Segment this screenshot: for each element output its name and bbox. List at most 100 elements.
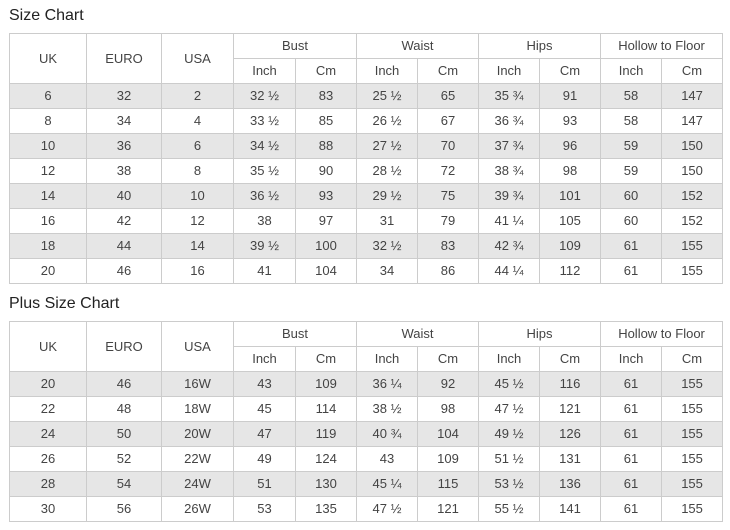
table-cell: 51 ½	[478, 446, 541, 472]
group-header-hips: Hips	[478, 33, 602, 59]
table-cell: 26	[9, 446, 87, 472]
table-cell: 24	[9, 421, 87, 447]
table-cell: 47 ½	[356, 496, 419, 522]
group-header-waist: Waist	[356, 321, 480, 347]
table-cell: 92	[417, 371, 480, 397]
table-cell: 35 ½	[233, 158, 296, 184]
subheader-hollow-to-floor-inch: Inch	[600, 346, 663, 372]
column-header-uk: UK	[9, 33, 87, 84]
table-cell: 98	[417, 396, 480, 422]
table-row: 16 42 12 38 97 31 79 41 ¼ 105 60 152	[9, 208, 724, 234]
group-header-hips: Hips	[478, 321, 602, 347]
table-cell: 53 ½	[478, 471, 541, 497]
table-cell: 38 ¾	[478, 158, 541, 184]
table-cell: 67	[417, 108, 480, 134]
table-cell: 58	[600, 83, 663, 109]
table-cell: 93	[294, 183, 358, 209]
table-cell: 32 ½	[233, 83, 296, 109]
table-cell: 4	[161, 108, 234, 134]
table-cell: 115	[417, 471, 480, 497]
table-cell: 20	[9, 371, 87, 397]
table-cell: 55 ½	[478, 496, 541, 522]
group-header-hollow-to-floor: Hollow to Floor	[600, 33, 724, 59]
table-cell: 152	[661, 208, 724, 234]
table-cell: 28 ½	[356, 158, 419, 184]
subheader-waist-inch: Inch	[356, 346, 419, 372]
table-cell: 14	[9, 183, 87, 209]
table-cell: 18	[9, 233, 87, 259]
table-cell: 34	[86, 108, 162, 134]
table-row: 30 56 26W 53 135 47 ½ 121 55 ½ 141 61 155	[9, 496, 724, 522]
group-header-waist: Waist	[356, 33, 480, 59]
table-cell: 105	[539, 208, 602, 234]
table-cell: 34 ½	[233, 133, 296, 159]
table-cell: 79	[417, 208, 480, 234]
table-cell: 45 ½	[478, 371, 541, 397]
table-row: 22 48 18W 45 114 38 ½ 98 47 ½ 121 61 155	[9, 396, 724, 422]
table-cell: 27 ½	[356, 133, 419, 159]
table-cell: 51	[233, 471, 296, 497]
table-cell: 155	[661, 396, 724, 422]
table-cell: 32	[86, 83, 162, 109]
table-cell: 49	[233, 446, 296, 472]
table-cell: 42 ¾	[478, 233, 541, 259]
table-cell: 104	[294, 258, 358, 284]
table-cell: 60	[600, 208, 663, 234]
table-cell: 47	[233, 421, 296, 447]
table-cell: 45 ¼	[356, 471, 419, 497]
table-cell: 61	[600, 446, 663, 472]
table-cell: 10	[9, 133, 87, 159]
table-cell: 136	[539, 471, 602, 497]
table-cell: 104	[417, 421, 480, 447]
subheader-waist-cm: Cm	[417, 346, 480, 372]
table-cell: 36 ¼	[356, 371, 419, 397]
table-cell: 30	[9, 496, 87, 522]
table-cell: 70	[417, 133, 480, 159]
table-cell: 88	[294, 133, 358, 159]
table-cell: 16	[161, 258, 234, 284]
table-cell: 61	[600, 371, 663, 397]
subheader-hollow-to-floor-cm: Cm	[661, 346, 724, 372]
header-row-groups: UK EURO USA Bust Waist Hips Hollow to Floor	[9, 33, 724, 84]
plus-size-chart-table: UK EURO USA Bust Waist Hips Hollow to Floor Inc…	[9, 321, 724, 522]
table-row: 8 34 4 33 ½ 85 26 ½ 67 36 ¾ 93 58 147	[9, 108, 724, 134]
subheader-hollow-to-floor-cm: Cm	[661, 58, 724, 84]
group-header-hollow-to-floor: Hollow to Floor	[600, 321, 724, 347]
table-cell: 72	[417, 158, 480, 184]
table-cell: 28	[9, 471, 87, 497]
table-cell: 61	[600, 421, 663, 447]
column-header-uk: UK	[9, 321, 87, 372]
table-cell: 48	[86, 396, 162, 422]
subheader-bust-cm: Cm	[294, 58, 358, 84]
table-row: 20 46 16 41 104 34 86 44 ¼ 112 61 155	[9, 258, 724, 284]
table-cell: 59	[600, 133, 663, 159]
table-row: 20 46 16W 43 109 36 ¼ 92 45 ½ 116 61 155	[9, 371, 724, 397]
table-cell: 44	[86, 233, 162, 259]
table-cell: 46	[86, 371, 162, 397]
table-cell: 155	[661, 233, 724, 259]
table-row: 6 32 2 32 ½ 83 25 ½ 65 35 ¾ 91 58 147	[9, 83, 724, 109]
table-cell: 52	[86, 446, 162, 472]
table-cell: 39 ½	[233, 233, 296, 259]
table-row: 14 40 10 36 ½ 93 29 ½ 75 39 ¾ 101 60 152	[9, 183, 724, 209]
table-cell: 33 ½	[233, 108, 296, 134]
column-header-usa: USA	[161, 33, 234, 84]
table-cell: 29 ½	[356, 183, 419, 209]
table-cell: 126	[539, 421, 602, 447]
table-cell: 36 ¾	[478, 108, 541, 134]
table-cell: 22	[9, 396, 87, 422]
table-cell: 25 ½	[356, 83, 419, 109]
table-cell: 61	[600, 258, 663, 284]
table-cell: 155	[661, 258, 724, 284]
table-cell: 101	[539, 183, 602, 209]
table-cell: 37 ¾	[478, 133, 541, 159]
subheader-hips-cm: Cm	[539, 58, 602, 84]
table-cell: 36	[86, 133, 162, 159]
table-cell: 49 ½	[478, 421, 541, 447]
table-cell: 114	[294, 396, 358, 422]
table-cell: 155	[661, 471, 724, 497]
subheader-waist-cm: Cm	[417, 58, 480, 84]
table-cell: 46	[86, 258, 162, 284]
table-row: 26 52 22W 49 124 43 109 51 ½ 131 61 155	[9, 446, 724, 472]
table-cell: 41 ¼	[478, 208, 541, 234]
